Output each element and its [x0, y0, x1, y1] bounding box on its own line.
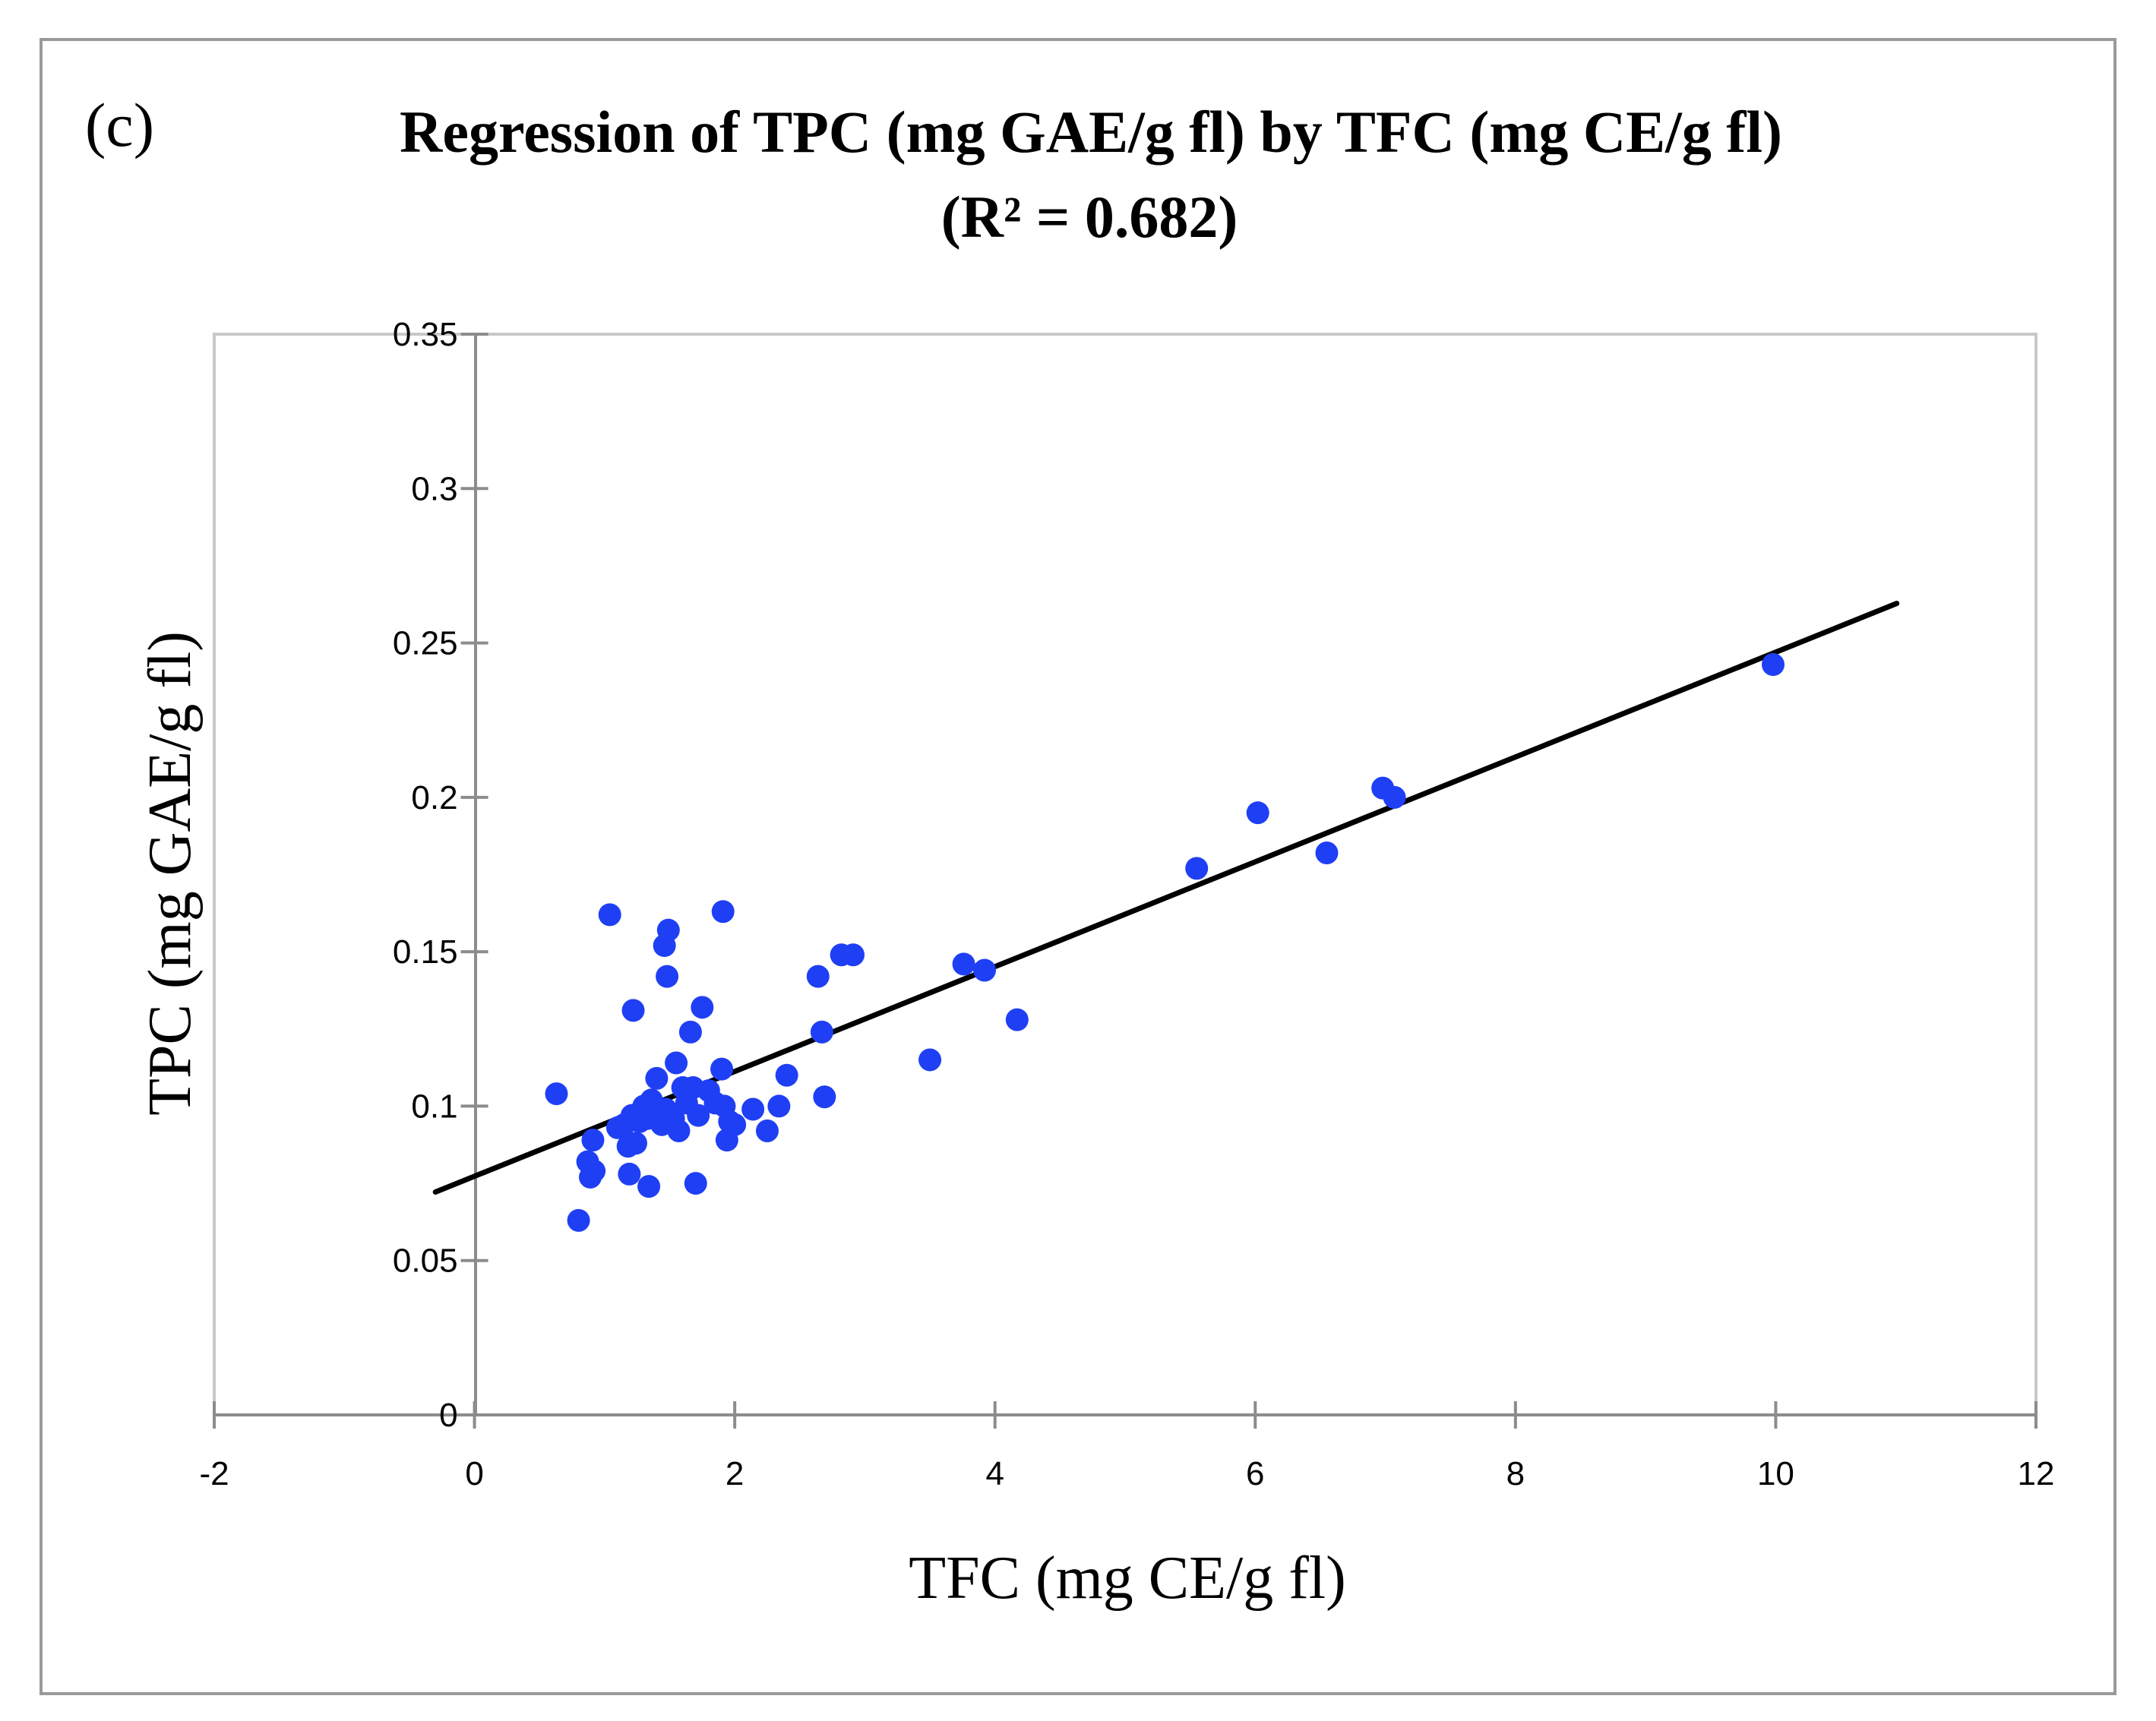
y-tick-label: 0.25	[393, 625, 458, 662]
y-axis-ticks: 0 0.05 0.1 0.15 0.2 0.25 0.3 0.35	[393, 316, 488, 1434]
data-point	[637, 1175, 661, 1198]
x-tick-label: -2	[199, 1455, 229, 1492]
x-tick-label: 12	[2018, 1455, 2055, 1492]
data-point	[598, 903, 621, 927]
panel-label: (c)	[85, 90, 154, 159]
y-axis-title: TPC (mg GAE/g fl)	[137, 631, 204, 1116]
data-point	[583, 1159, 606, 1183]
data-point	[567, 1208, 590, 1232]
data-point	[952, 952, 975, 976]
data-point	[691, 996, 714, 1019]
data-point	[1246, 801, 1269, 825]
data-point	[723, 1113, 747, 1136]
data-point	[810, 1020, 833, 1044]
data-point	[973, 958, 997, 982]
data-point	[684, 1172, 707, 1195]
y-tick-label: 0.1	[411, 1088, 457, 1125]
data-point	[656, 918, 680, 942]
y-tick-label: 0.2	[411, 779, 457, 816]
x-tick-label: 8	[1506, 1455, 1525, 1492]
data-point	[842, 943, 865, 967]
data-point	[1315, 842, 1339, 865]
data-point	[618, 1162, 641, 1186]
y-tick-label: 0.3	[411, 470, 457, 507]
data-point	[710, 1057, 734, 1081]
scatter-points	[545, 653, 1785, 1232]
x-tick-label: 2	[726, 1455, 744, 1492]
data-point	[581, 1129, 605, 1152]
data-point	[775, 1063, 798, 1087]
chart-subtitle: (R² = 0.682)	[941, 184, 1238, 250]
data-point	[741, 1097, 765, 1121]
data-point	[645, 1066, 669, 1090]
data-point	[665, 1051, 688, 1075]
y-tick-label: 0	[439, 1397, 457, 1434]
x-axis-ticks: -2 0 2 4 6 8 10 12	[199, 1401, 2054, 1492]
data-point	[1005, 1008, 1029, 1031]
data-point	[767, 1094, 791, 1118]
data-point	[687, 1104, 710, 1127]
y-tick-label: 0.35	[393, 316, 458, 353]
figure-border	[40, 38, 2116, 1695]
data-point	[806, 965, 830, 988]
x-tick-label: 0	[465, 1455, 483, 1492]
x-axis-title: TFC (mg CE/g fl)	[909, 1545, 1346, 1612]
data-point	[621, 999, 645, 1022]
y-tick-label: 0.15	[393, 933, 458, 971]
data-point	[678, 1020, 702, 1044]
x-tick-label: 4	[985, 1455, 1004, 1492]
data-point	[656, 965, 679, 988]
chart-title: Regression of TPC (mg GAE/g fl) by TFC (…	[400, 99, 1782, 165]
data-point	[918, 1048, 942, 1072]
data-point	[711, 900, 735, 924]
y-tick-label: 0.05	[393, 1243, 458, 1280]
data-point	[755, 1119, 779, 1142]
data-point	[1185, 857, 1209, 880]
x-tick-label: 6	[1246, 1455, 1264, 1492]
data-point	[1762, 653, 1785, 677]
data-point	[624, 1132, 647, 1155]
data-point	[813, 1085, 836, 1109]
data-point	[545, 1082, 568, 1106]
data-point	[1383, 785, 1406, 809]
x-tick-label: 10	[1757, 1455, 1794, 1492]
data-point	[667, 1119, 691, 1142]
